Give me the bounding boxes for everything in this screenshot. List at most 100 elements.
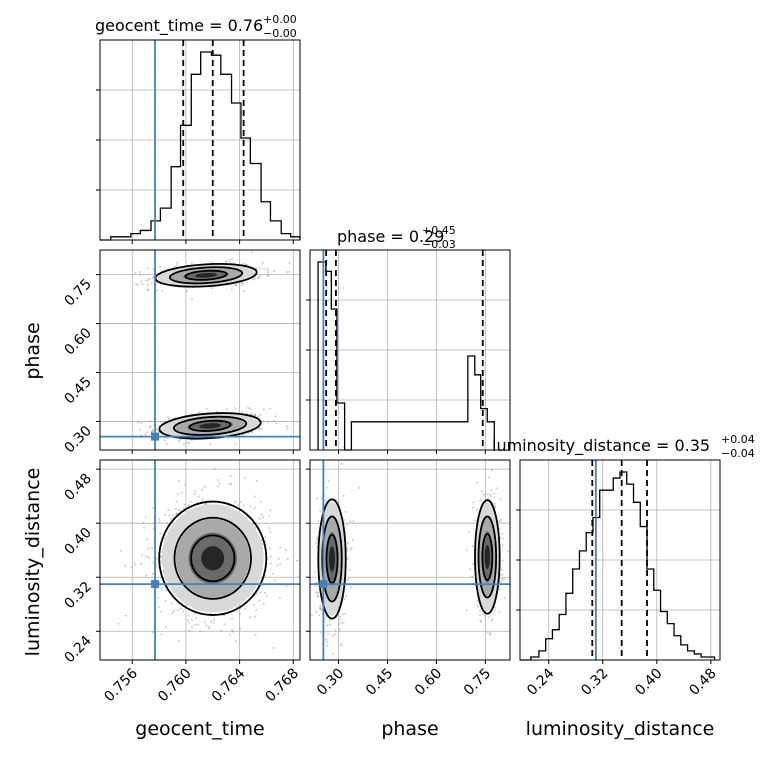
- sample-point: [139, 428, 142, 431]
- sample-point: [151, 429, 154, 432]
- sample-point: [263, 268, 266, 271]
- sample-point: [251, 430, 254, 434]
- sample-point: [491, 618, 494, 621]
- xtick-label-geocent-time-2: 0.764: [209, 665, 249, 705]
- sample-point: [266, 267, 269, 270]
- sample-point: [239, 612, 242, 616]
- sample-point: [315, 611, 318, 614]
- sample-point: [124, 614, 127, 617]
- sample-point: [499, 518, 502, 521]
- sample-point: [337, 500, 340, 503]
- xlabel-phase: phase: [381, 718, 438, 740]
- sample-point: [197, 411, 201, 414]
- sample-point: [489, 494, 492, 497]
- sample-point: [501, 532, 504, 536]
- frame-2d: [99, 249, 301, 451]
- sample-point: [493, 492, 496, 495]
- sample-point: [137, 421, 140, 424]
- sample-point: [272, 646, 275, 650]
- sample-point: [205, 624, 208, 627]
- ytick-label-phase-1: 0.45: [61, 374, 94, 407]
- sample-point: [176, 261, 179, 264]
- sample-point: [501, 559, 504, 562]
- sample-point: [233, 407, 236, 410]
- sample-point: [139, 273, 142, 277]
- sample-point: [170, 517, 173, 520]
- sample-point: [242, 504, 245, 507]
- sample-point: [259, 591, 262, 594]
- sample-point: [241, 282, 244, 285]
- sample-point: [239, 627, 242, 630]
- sample-point: [178, 480, 181, 483]
- panel-content: [307, 460, 510, 660]
- sample-point: [499, 497, 502, 500]
- sample-point: [506, 550, 509, 553]
- sample-point: [146, 538, 149, 541]
- sample-point: [187, 621, 191, 624]
- frame-hist-luminosity-distance: [519, 459, 721, 661]
- sample-point: [135, 283, 138, 286]
- sample-point: [270, 562, 273, 565]
- sample-point: [142, 522, 145, 525]
- sample-point: [254, 413, 257, 416]
- sample-point: [340, 622, 343, 625]
- xlabel-luminosity-distance: luminosity_distance: [526, 718, 715, 740]
- sample-point: [266, 274, 269, 277]
- sample-point: [486, 631, 489, 634]
- sample-point: [345, 594, 348, 597]
- sample-point: [252, 278, 255, 281]
- sample-point: [334, 633, 337, 636]
- sample-point: [161, 289, 164, 292]
- sample-point: [261, 261, 264, 264]
- sample-point: [231, 629, 234, 632]
- sample-point: [319, 631, 322, 634]
- sample-point: [253, 495, 256, 498]
- sample-point: [263, 591, 267, 595]
- sample-point: [338, 623, 341, 626]
- xtick-label-geocent-time-0: 0.756: [101, 665, 141, 705]
- density-level-3: [329, 546, 335, 572]
- sample-point: [274, 579, 277, 582]
- sample-point: [186, 618, 189, 622]
- sample-point: [325, 638, 328, 641]
- sample-point: [476, 600, 479, 603]
- sample-point: [346, 541, 349, 545]
- sample-point: [155, 557, 158, 560]
- sample-point: [319, 606, 322, 609]
- sample-point: [501, 577, 504, 580]
- xlabel-geocent-time: geocent_time: [135, 718, 264, 740]
- sample-point: [349, 520, 352, 523]
- sample-point: [260, 513, 263, 516]
- sample-point: [234, 442, 237, 445]
- sample-point: [179, 607, 182, 611]
- sample-point: [134, 272, 137, 275]
- sample-point: [307, 543, 309, 545]
- sample-point: [151, 507, 154, 510]
- sample-point: [149, 425, 152, 428]
- sample-point: [152, 275, 155, 278]
- sample-point: [267, 274, 270, 277]
- sample-point: [230, 288, 233, 291]
- sample-point: [306, 544, 308, 546]
- sample-point: [319, 604, 322, 607]
- sample-point: [140, 422, 143, 425]
- sample-point: [472, 562, 475, 565]
- sample-point: [243, 477, 246, 480]
- sample-point: [147, 288, 150, 291]
- sample-point: [258, 267, 262, 270]
- sample-point: [279, 546, 282, 549]
- sample-point: [247, 406, 250, 409]
- title-geocent-time-minus: −0.00: [263, 27, 297, 40]
- truth-marker: [151, 432, 160, 441]
- sample-point: [159, 561, 163, 564]
- sample-point: [193, 623, 197, 626]
- sample-point: [343, 597, 346, 600]
- sample-point: [240, 282, 243, 285]
- sample-point: [147, 547, 150, 550]
- sample-point: [255, 592, 258, 596]
- sample-point: [334, 629, 337, 632]
- sample-point: [326, 624, 329, 627]
- sample-point: [257, 415, 260, 418]
- sample-point: [248, 431, 251, 435]
- sample-point: [258, 427, 261, 431]
